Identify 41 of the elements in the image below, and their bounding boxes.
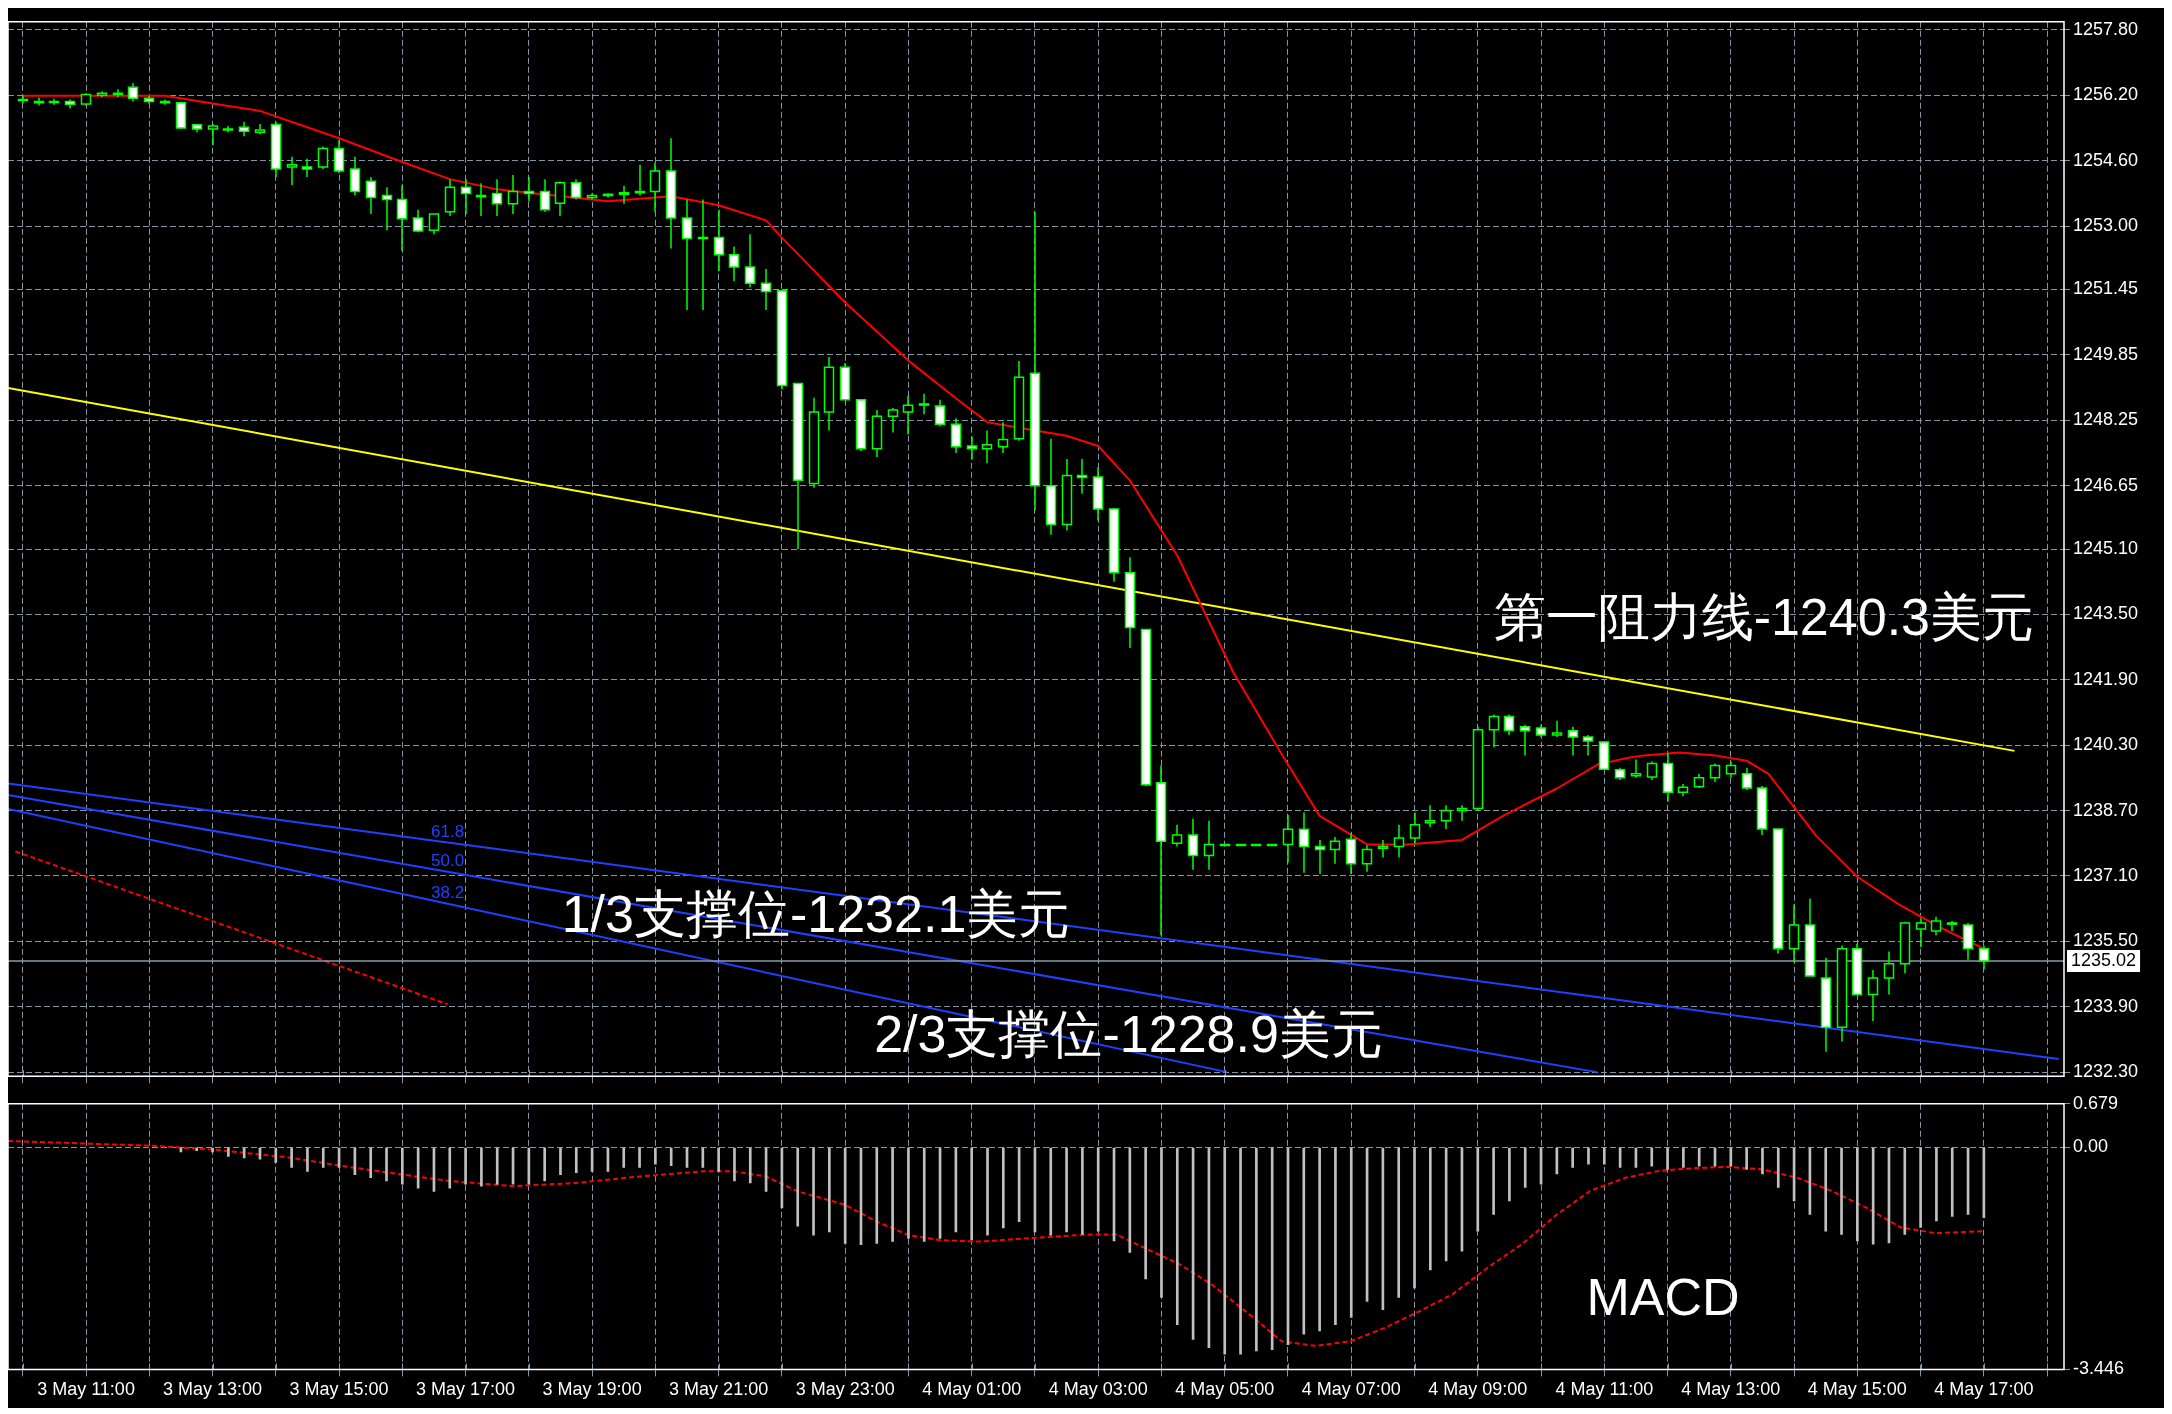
x-tick-label: 4 May 03:00 — [1048, 1379, 1148, 1400]
y-tick-label: 1240.30 — [2073, 734, 2139, 755]
y-tick-label: 0.679 — [2073, 1092, 2119, 1113]
y-tick-label: 1251.45 — [2073, 278, 2139, 299]
x-tick-label: 3 May 15:00 — [289, 1379, 389, 1400]
x-tick-label: 4 May 15:00 — [1807, 1379, 1907, 1400]
y-tick-label: 1237.10 — [2073, 864, 2139, 885]
y-tick-label: 1243.50 — [2073, 603, 2139, 624]
y-tick-label: 1232.30 — [2073, 1061, 2139, 1082]
y-tick-label: 1248.25 — [2073, 409, 2139, 430]
annotation: MACD — [1586, 1267, 1740, 1326]
y-tick-label: 1246.65 — [2073, 474, 2139, 495]
x-tick-label: 4 May 05:00 — [1175, 1379, 1275, 1400]
y-tick-label: 1238.70 — [2073, 799, 2139, 820]
annotation: 50.0 — [431, 851, 465, 871]
x-tick-label: 4 May 13:00 — [1681, 1379, 1781, 1400]
x-tick-label: 4 May 07:00 — [1301, 1379, 1401, 1400]
annotation: 61.8 — [431, 821, 465, 841]
y-tick-label: 1245.10 — [2073, 537, 2139, 558]
annotation: 38.2 — [431, 882, 465, 902]
y-tick-label: 1249.85 — [2073, 343, 2139, 364]
y-tick-label: 1257.80 — [2073, 18, 2139, 39]
y-tick-label: 1253.00 — [2073, 215, 2139, 236]
y-tick-label: -3.446 — [2073, 1358, 2125, 1379]
y-tick-label: 1241.90 — [2073, 668, 2139, 689]
y-tick-label: 1235.50 — [2073, 930, 2139, 951]
x-tick-label: 4 May 17:00 — [1934, 1379, 2034, 1400]
x-tick-label: 3 May 19:00 — [542, 1379, 642, 1400]
ref-line-label: 1235.02 — [2071, 949, 2137, 970]
x-tick-label: 3 May 21:00 — [669, 1379, 769, 1400]
x-tick-label: 3 May 11:00 — [37, 1379, 135, 1400]
y-tick-label: 1233.90 — [2073, 995, 2139, 1016]
y-tick-label: 0.00 — [2073, 1136, 2109, 1157]
y-tick-label: 1256.20 — [2073, 84, 2139, 105]
x-tick-label: 4 May 09:00 — [1428, 1379, 1528, 1400]
x-tick-label: 4 May 01:00 — [922, 1379, 1022, 1400]
y-tick-label: 1254.60 — [2073, 149, 2139, 170]
x-tick-label: 3 May 23:00 — [795, 1379, 895, 1400]
x-tick-label: 4 May 11:00 — [1555, 1379, 1654, 1400]
x-tick-label: 3 May 13:00 — [163, 1379, 263, 1400]
x-tick-label: 3 May 17:00 — [416, 1379, 516, 1400]
